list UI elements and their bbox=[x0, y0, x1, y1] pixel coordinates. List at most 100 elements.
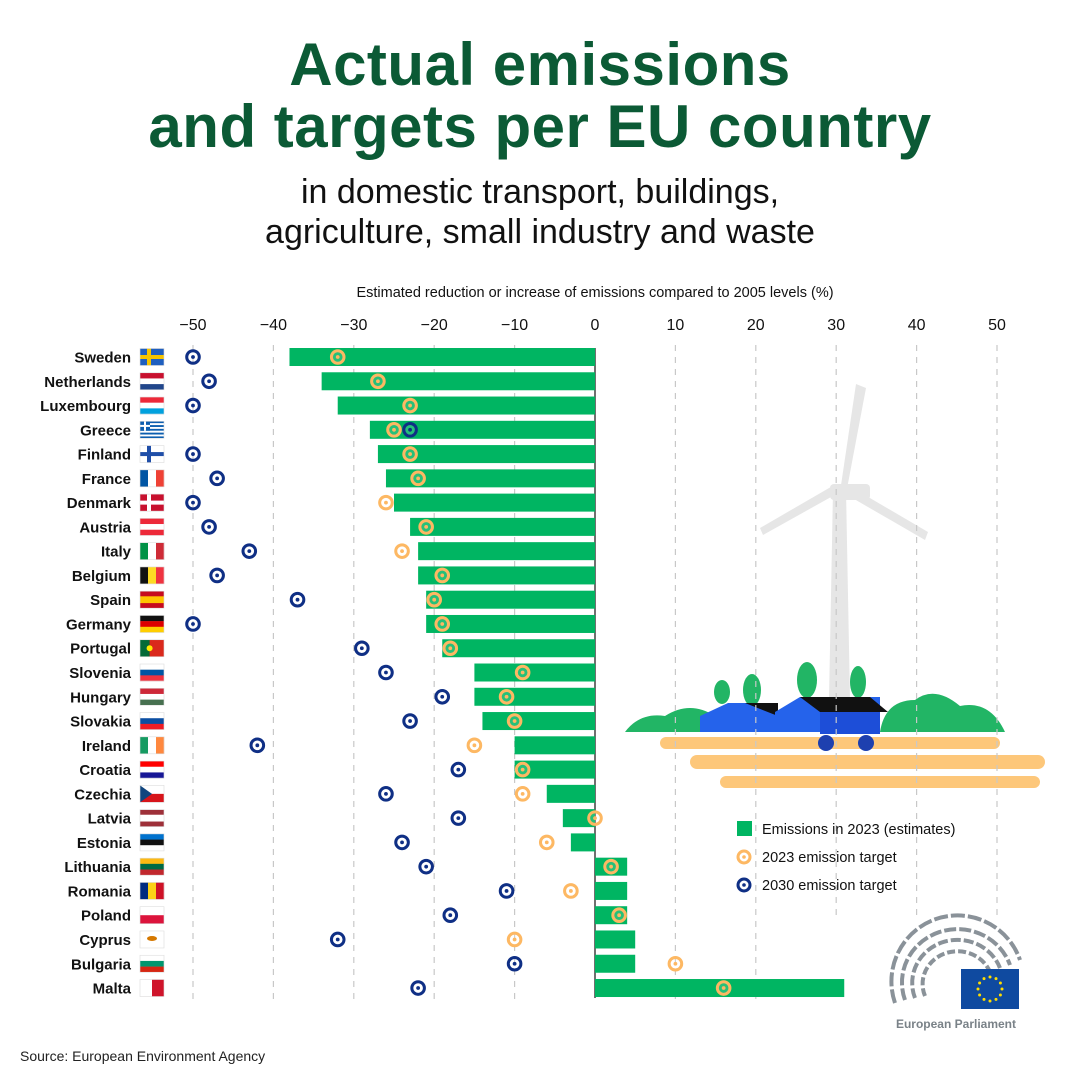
house-roof bbox=[800, 697, 888, 712]
marker-2023-target bbox=[506, 931, 523, 948]
country-label: Greece bbox=[80, 422, 131, 439]
marker-2023-target bbox=[514, 786, 531, 802]
marker-2030-target bbox=[354, 640, 370, 657]
bar-emissions-2023 bbox=[394, 493, 595, 512]
country-label: Sweden bbox=[74, 350, 131, 367]
marker-2030-target bbox=[185, 397, 201, 414]
bar-emissions-2023 bbox=[474, 687, 595, 706]
eu-star-icon bbox=[978, 993, 982, 997]
bar-emissions-2023 bbox=[321, 372, 595, 391]
tree bbox=[797, 662, 817, 698]
marker-2030-target bbox=[394, 834, 410, 851]
eu-star-icon bbox=[988, 975, 992, 979]
country-label: Denmark bbox=[67, 495, 132, 512]
field-stripe bbox=[720, 776, 1040, 788]
flag-germany-icon bbox=[139, 615, 165, 633]
x-tick-label: −50 bbox=[179, 317, 206, 334]
flag-sweden-icon bbox=[139, 348, 165, 366]
bar-emissions-2023 bbox=[418, 542, 595, 561]
country-label: Netherlands bbox=[44, 374, 131, 391]
tree bbox=[850, 666, 866, 698]
marker-2030-target bbox=[418, 858, 434, 875]
tractor-wheel bbox=[818, 735, 834, 751]
marker-2030-target bbox=[506, 955, 523, 972]
bar-emissions-2023 bbox=[595, 906, 628, 925]
flag-luxembourg-icon bbox=[139, 396, 165, 415]
flag-slovenia-icon bbox=[139, 663, 165, 682]
marker-2030-target bbox=[289, 591, 306, 608]
x-tick-label: −30 bbox=[340, 317, 367, 334]
country-label: Poland bbox=[81, 908, 131, 925]
eu-star-icon bbox=[978, 981, 982, 985]
marker-2023-target bbox=[434, 567, 451, 584]
legend-marker-dot bbox=[742, 883, 746, 887]
bar-emissions-2023 bbox=[570, 833, 595, 852]
bar-emissions-2023 bbox=[562, 809, 595, 828]
legend: Emissions in 2023 (estimates) 2023 emiss… bbox=[736, 821, 955, 894]
bar-emissions-2023 bbox=[369, 420, 595, 439]
country-label: Croatia bbox=[79, 762, 131, 779]
bar-emissions-2023 bbox=[514, 736, 595, 755]
marker-2023-target bbox=[498, 688, 515, 705]
european-parliament-logo: European Parliament bbox=[889, 913, 1022, 1031]
eu-star-icon bbox=[998, 981, 1002, 985]
flag-portugal-icon bbox=[139, 639, 165, 658]
marker-2030-target bbox=[249, 737, 266, 754]
flag-denmark-icon bbox=[139, 493, 165, 512]
title-line-1: Actual emissions bbox=[289, 31, 791, 98]
flag-greece-icon bbox=[139, 421, 165, 439]
marker-2030-target bbox=[378, 786, 394, 802]
turbine-tower bbox=[829, 490, 850, 700]
turbine-blade bbox=[840, 384, 866, 494]
tree bbox=[743, 674, 761, 706]
country-label: Ireland bbox=[82, 738, 131, 755]
marker-2023-target bbox=[386, 422, 402, 438]
marker-2023-target bbox=[506, 713, 523, 729]
country-label: Spain bbox=[90, 592, 131, 609]
legend-label-2023-target: 2023 emission target bbox=[762, 850, 897, 866]
marker-2023-target bbox=[434, 616, 451, 632]
turbine-nacelle bbox=[830, 484, 870, 500]
bar-emissions-2023 bbox=[289, 348, 595, 366]
hemicycle-arc bbox=[899, 927, 1012, 1001]
x-tick-label: 10 bbox=[667, 317, 685, 334]
marker-2030-target bbox=[434, 688, 451, 705]
country-label: Portugal bbox=[70, 641, 131, 658]
logo-text: European Parliament bbox=[896, 1017, 1016, 1031]
marker-2023-target bbox=[466, 737, 483, 754]
country-label: Austria bbox=[79, 519, 131, 536]
marker-2030-target bbox=[402, 422, 418, 438]
tractor-wheel bbox=[858, 735, 874, 751]
x-tick-label: −10 bbox=[501, 317, 528, 334]
country-label: Cyprus bbox=[79, 932, 131, 949]
flag-bulgaria-icon bbox=[139, 954, 165, 973]
flag-latvia-icon bbox=[139, 809, 165, 827]
flag-austria-icon bbox=[139, 518, 165, 536]
country-label: Malta bbox=[93, 981, 132, 998]
field-stripe bbox=[690, 755, 1045, 769]
country-label: Romania bbox=[68, 883, 132, 900]
country-label: Hungary bbox=[70, 689, 132, 706]
marker-2030-target bbox=[442, 907, 459, 924]
eu-star-icon bbox=[1000, 987, 1004, 991]
flag-france-icon bbox=[139, 469, 165, 488]
marker-2030-target bbox=[209, 567, 225, 584]
bar-emissions-2023 bbox=[418, 566, 595, 585]
marker-2023-target bbox=[587, 810, 603, 826]
eu-star-icon bbox=[982, 977, 986, 981]
bar-emissions-2023 bbox=[514, 760, 595, 779]
flag-finland-icon bbox=[139, 445, 165, 463]
eu-star-icon bbox=[976, 987, 980, 991]
marker-2023-target bbox=[402, 397, 418, 414]
x-tick-label: −20 bbox=[421, 317, 448, 334]
bar-emissions-2023 bbox=[337, 396, 595, 415]
country-label: Luxembourg bbox=[40, 398, 131, 415]
legend-label-2030-target: 2030 emission target bbox=[762, 878, 897, 894]
marker-2023-target bbox=[378, 494, 394, 511]
x-tick-label: 20 bbox=[747, 317, 765, 334]
eu-star-icon bbox=[982, 997, 986, 1001]
flag-poland-icon bbox=[139, 906, 165, 925]
marker-2023-target bbox=[603, 858, 619, 875]
source-note: Source: European Environment Agency bbox=[20, 1048, 266, 1064]
